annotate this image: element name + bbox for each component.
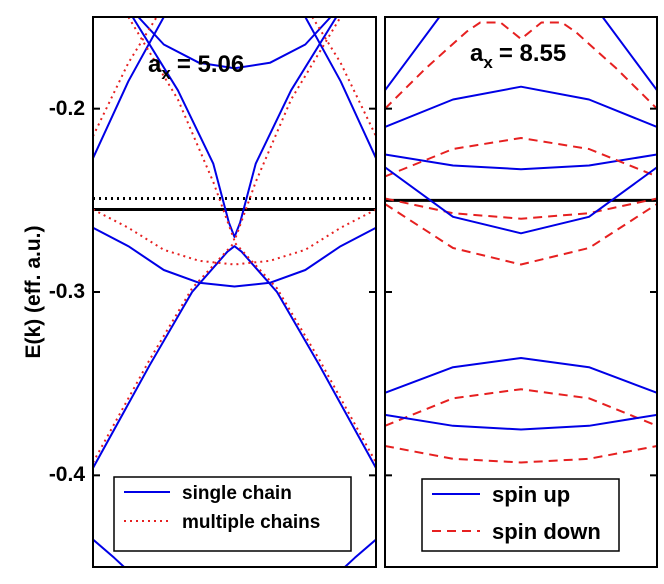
series-line-blue-solid: [137, 17, 332, 70]
series-line-blue-solid: [385, 17, 441, 91]
legend-label: spin down: [492, 519, 601, 544]
series-line-blue-solid: [385, 357, 657, 394]
right-y-ticks: [385, 107, 657, 477]
left-annotation: ax = 5.06: [148, 51, 244, 83]
right-annotation: ax = 8.55: [470, 40, 566, 72]
series-line-red-dashed: [385, 445, 657, 464]
panel-right: ax = 8.55 spin up spin down: [384, 16, 658, 568]
series-line-red-dotted: [93, 241, 376, 463]
left-legend: single chain multiple chains: [113, 476, 352, 552]
y-tick-label: -0.4: [49, 463, 86, 486]
right-legend-box: [421, 478, 620, 552]
series-line-blue-solid: [131, 17, 338, 238]
left-y-ticks: [93, 107, 376, 477]
left-plot-area: [93, 17, 376, 567]
y-tick-label: -0.3: [49, 280, 85, 303]
legend-label: single chain: [182, 483, 292, 504]
series-line-blue-solid: [385, 85, 657, 128]
right-legend: spin up spin down: [421, 478, 620, 552]
series-line-blue-solid: [385, 413, 657, 431]
series-line-blue-solid: [601, 17, 657, 91]
series-line-red-dashed: [385, 137, 657, 178]
right-plot-area: [385, 17, 657, 464]
series-line-red-dashed: [385, 197, 657, 220]
series-line-red-dashed: [385, 388, 657, 427]
series-line-blue-solid: [385, 153, 657, 171]
series-line-blue-solid: [93, 17, 165, 159]
series-line-blue-solid: [344, 538, 376, 567]
y-tick-label: -0.2: [49, 97, 85, 120]
legend-label: multiple chains: [182, 512, 320, 533]
series-line-red-dotted: [127, 17, 342, 242]
series-line-blue-solid: [93, 538, 125, 567]
series-line-blue-solid: [93, 245, 376, 469]
panel-left: -0.2 -0.3 -0.4 ax = 5.06 single chain mul…: [49, 16, 377, 568]
series-line-blue-solid: [304, 17, 376, 159]
series-line-blue-solid: [385, 166, 657, 235]
legend-label: spin up: [492, 482, 570, 507]
y-axis-label: E(k) (eff. a.u.): [22, 225, 45, 358]
series-line-blue-solid: [93, 226, 376, 288]
series-line-red-dashed: [385, 203, 657, 266]
series-line-red-dotted: [311, 17, 376, 137]
left-legend-box: [113, 476, 352, 552]
series-line-red-dashed: [385, 21, 657, 110]
